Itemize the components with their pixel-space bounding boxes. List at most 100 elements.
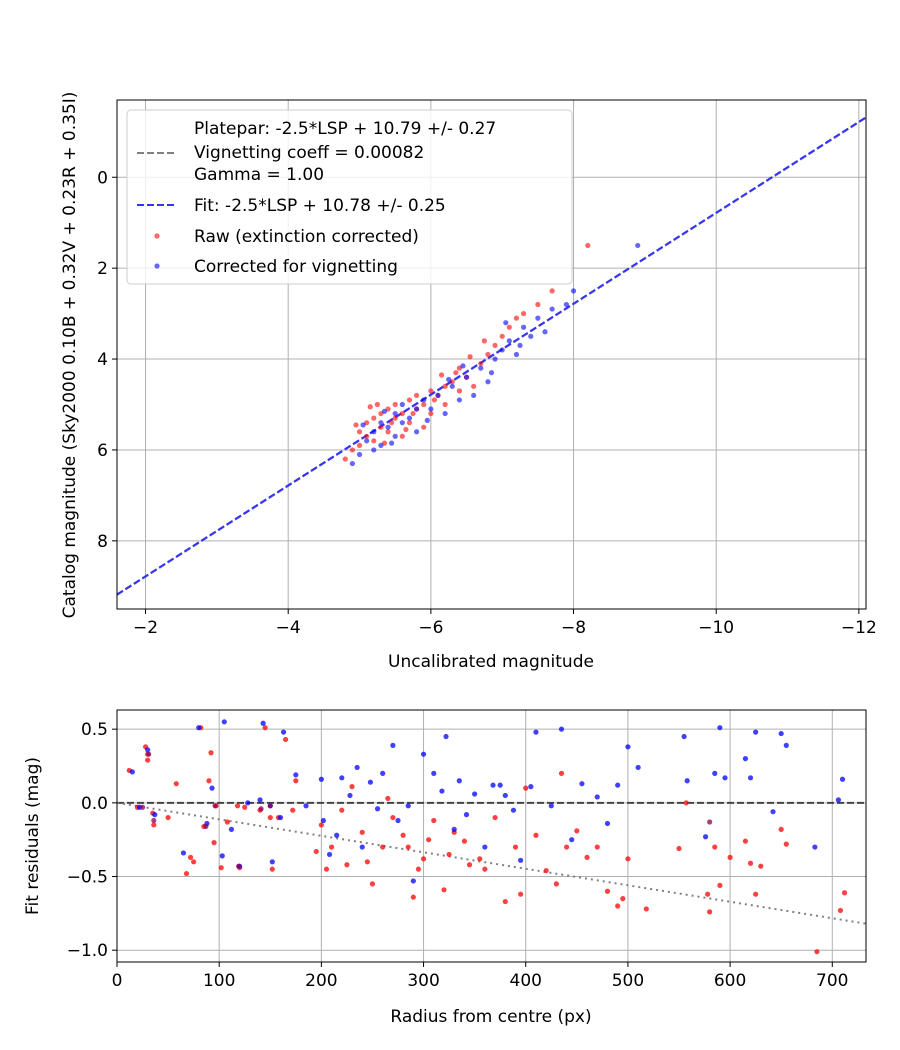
data-point	[446, 851, 452, 858]
data-point	[339, 807, 345, 813]
data-point	[339, 775, 345, 781]
chart1-frame	[116, 99, 867, 610]
x-tick-label: −6	[418, 618, 443, 638]
data-point	[512, 844, 519, 850]
fit-line	[117, 116, 866, 596]
data-point	[290, 807, 296, 813]
chart2-grid	[116, 710, 866, 962]
data-point	[467, 354, 473, 360]
chart1-fit-lines	[117, 116, 866, 596]
data-point	[570, 288, 577, 294]
data-point	[548, 803, 554, 809]
data-point	[579, 781, 585, 787]
data-point	[152, 812, 158, 818]
data-point	[506, 324, 512, 330]
data-point	[151, 817, 157, 824]
data-point	[431, 770, 437, 776]
chart2-y-axis-label: Fit residuals (mag)	[23, 757, 43, 915]
data-point	[399, 410, 405, 417]
y-tick-label: −1.0	[67, 941, 108, 961]
data-point	[378, 442, 384, 448]
data-point	[428, 388, 434, 394]
legend-fit-label: Fit: -2.5*LSP + 10.78 +/- 0.25	[194, 196, 446, 216]
x-tick-label: 500	[612, 971, 644, 991]
data-point	[151, 822, 157, 828]
data-point	[558, 726, 565, 732]
data-point	[267, 814, 273, 821]
data-point	[707, 909, 713, 915]
data-point	[414, 406, 420, 412]
data-point	[533, 729, 539, 735]
data-point	[129, 769, 135, 775]
data-point	[320, 817, 327, 824]
x-tick-label: −8	[561, 618, 586, 638]
data-point	[211, 840, 217, 846]
data-point	[371, 438, 377, 444]
data-point	[510, 807, 517, 813]
data-point	[228, 826, 235, 832]
data-point	[328, 844, 335, 850]
data-point	[443, 733, 449, 740]
data-point	[356, 429, 363, 435]
data-point	[390, 742, 396, 748]
data-point	[712, 770, 718, 776]
data-point	[399, 401, 405, 408]
data-point	[431, 817, 437, 824]
data-point	[399, 433, 405, 439]
data-point	[378, 424, 384, 430]
chart1-y-ticks: 0 2 4 6 8	[97, 168, 117, 552]
data-point	[517, 342, 523, 349]
data-point	[380, 770, 386, 776]
data-point	[812, 844, 818, 850]
data-point	[585, 242, 591, 249]
x-tick-label: 0	[112, 971, 123, 991]
data-point	[770, 809, 776, 815]
data-point	[643, 906, 649, 912]
data-point	[280, 729, 287, 735]
data-point	[481, 338, 487, 344]
data-point	[477, 856, 483, 862]
data-point	[392, 401, 398, 408]
data-point	[369, 881, 376, 887]
data-point	[399, 420, 405, 426]
data-point	[212, 803, 218, 809]
data-point	[604, 888, 611, 894]
data-point	[367, 779, 374, 785]
data-point	[421, 424, 427, 430]
data-point	[234, 803, 241, 809]
data-point	[371, 415, 377, 421]
data-point	[569, 837, 575, 843]
data-point	[558, 770, 565, 776]
data-point	[257, 797, 263, 803]
data-point	[841, 890, 848, 896]
data-point	[283, 736, 289, 743]
data-point	[482, 844, 488, 850]
data-point	[267, 803, 273, 809]
trend-line	[117, 801, 866, 925]
y-tick-label: 0	[97, 168, 108, 188]
x-tick-label: −4	[276, 618, 301, 638]
calibration-chart: −2 −4 −6 −8 −10 −12 0 2 4 6 8 Uncalibrated magnit…	[60, 92, 877, 672]
data-point	[684, 778, 690, 784]
chart1-x-ticks: −2 −4 −6 −8 −10 −12	[133, 609, 877, 638]
data-point	[392, 415, 398, 421]
data-point	[196, 725, 202, 731]
data-point	[747, 775, 754, 781]
data-point	[535, 315, 541, 321]
data-point	[371, 447, 377, 453]
data-point	[478, 365, 484, 371]
chart2-frame	[116, 709, 867, 963]
data-point	[604, 820, 611, 827]
data-point	[420, 751, 427, 757]
residuals-chart: 0 100 200 300 400 500 600 700 −1.0 −0.5 0.0 0.5 Ra…	[23, 709, 867, 1027]
data-point	[277, 814, 284, 821]
data-point	[456, 397, 462, 403]
data-point	[356, 451, 363, 458]
data-point	[492, 356, 498, 362]
data-point	[521, 310, 527, 317]
data-point	[549, 306, 555, 312]
y-tick-label: 6	[97, 441, 108, 461]
data-point	[676, 845, 682, 852]
data-point	[390, 814, 396, 821]
data-point	[553, 881, 559, 887]
